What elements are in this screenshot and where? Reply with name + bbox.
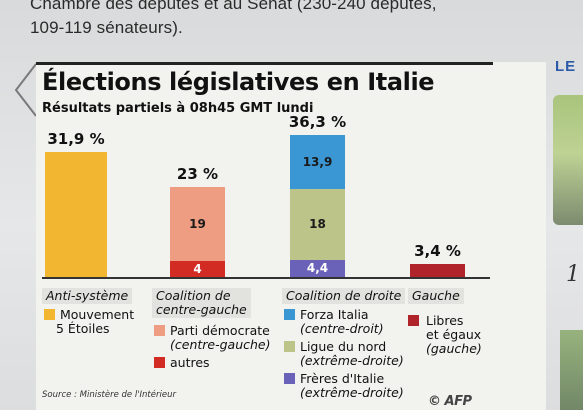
bar-segment-label: 4 [193,262,202,277]
bar-total-label: 23 % [176,164,219,183]
bar-total-label: 36,3 % [288,112,347,131]
article-text: Chambre des députés et au Sénat (230-240… [30,0,480,40]
bar-segment-label: 19 [189,217,206,232]
chart-baseline [42,277,490,279]
bar-segment-fr-res-d-italie [290,259,345,277]
legend-item: Ligue du nord (extrême-droite) [300,339,404,368]
infographic-subtitle: Résultats partiels à 08h45 GMT lundi [42,101,314,116]
infographic-title: Élections législatives en Italie [42,68,435,96]
bar-segment-forza-italia [290,134,345,190]
bar-total-label: 31,9 % [47,130,105,148]
legend-swatch [284,341,295,352]
bar-segment-libres-et-gaux [410,263,465,277]
afp-logo: © AFP [428,394,472,409]
legend-group-heading: Coalition de centre-gauche [152,288,251,318]
side-number: 1 [566,262,580,287]
infographic-top-rule [36,62,493,65]
bar-segment-label: 4,4 [306,261,329,276]
bar-segment-parti-d-mocrate [170,186,225,262]
legend-swatch [284,309,295,320]
bar-segment-label: 13,9 [302,154,333,169]
source-note: Source : Ministère de l'Intérieur [42,390,176,400]
side-image-lower [560,330,583,410]
bar-segment-label: 18 [309,217,326,232]
bar-segment-ligue-du-nord [290,189,345,260]
legend-item: Libres et égaux (gauche) [426,313,482,356]
article-line-2: 109-119 sénateurs). [30,18,183,37]
side-image [553,95,583,225]
legend-item: Parti démocrate (centre-gauche) [170,323,271,352]
legend-item: Forza Italia (centre-droit) [300,307,384,336]
bar-segment-autres [170,261,225,277]
legend-group-heading: Gauche [408,288,464,304]
side-heading: LE [555,58,577,75]
legend-swatch [154,325,165,336]
legend-swatch [154,357,165,368]
legend-swatch [44,309,55,320]
legend-swatch [284,373,295,384]
bar-segment-mouvement-5-toiles [45,152,107,277]
legend-item: Frères d'Italie (extrême-droite) [300,371,404,400]
bar-total-label: 3,4 % [414,241,461,260]
legend-group-heading: Anti-système [42,288,133,304]
article-line-1: Chambre des députés et au Sénat (230-240… [30,0,437,13]
legend-item: Mouvement 5 Étoiles [56,307,135,336]
legend-item: autres [170,355,210,370]
previous-arrow-icon[interactable] [8,60,42,120]
legend-group-heading: Coalition de droite [282,288,406,304]
legend-swatch [408,315,419,326]
